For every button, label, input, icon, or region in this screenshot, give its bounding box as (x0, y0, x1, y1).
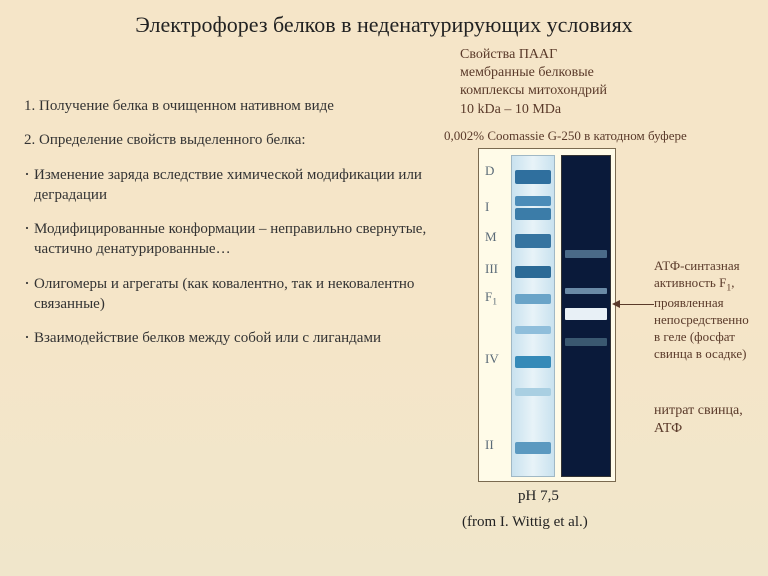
gel-band-dark (565, 250, 607, 258)
gel-band (515, 388, 551, 396)
citation: (from I. Wittig et al.) (462, 514, 588, 531)
paag-properties: Свойства ПААГ мембранные белковые компле… (460, 46, 760, 119)
atp-line-3: проявленная (654, 295, 764, 312)
gel-band-dark (565, 308, 607, 320)
band-label: IV (485, 351, 509, 367)
paag-line-3: комплексы митохондрий (460, 82, 760, 100)
ph-label: pH 7,5 (518, 488, 559, 505)
gel-band (515, 196, 551, 206)
coomassie-buffer-label: 0,002% Coomassie G-250 в катодном буфере (444, 128, 687, 144)
band-label: D (485, 163, 509, 179)
atp-line-2: активность F1, (654, 275, 764, 295)
gel-lane-blue (511, 155, 555, 477)
gel-band-dark (565, 288, 607, 294)
paag-line-4: 10 kDa – 10 MDa (460, 101, 760, 119)
atp-line-1: АТФ-синтазная (654, 258, 764, 275)
left-column: 1. Получение белка в очищенном нативном … (24, 96, 444, 362)
bullet-interaction: Взаимодействие белков между собой или с … (24, 328, 444, 348)
gel-band (515, 208, 551, 220)
band-label: II (485, 437, 509, 453)
gel-band (515, 294, 551, 304)
gel-band (515, 326, 551, 334)
atp-synthase-label: АТФ-синтазная активность F1, проявленная… (654, 258, 764, 363)
atp-line-5: в геле (фосфат (654, 329, 764, 346)
paag-line-2: мембранные белковые (460, 64, 760, 82)
band-label: M (485, 229, 509, 245)
atp-line-6: свинца в осадке) (654, 346, 764, 363)
gel-band (515, 356, 551, 368)
nitrate-line-1: нитрат свинца, (654, 402, 764, 420)
bullet-conformation: Модифицированные конформации – неправиль… (24, 219, 444, 260)
bullet-charge: Изменение заряда вследствие химической м… (24, 165, 444, 206)
gel-band-dark (565, 338, 607, 346)
paag-line-1: Свойства ПААГ (460, 46, 760, 64)
lane-band-labels: D IM III F1 IV II (485, 149, 509, 481)
nitrate-line-2: АТФ (654, 420, 764, 438)
gel-figure: D IM III F1 IV II (478, 148, 616, 482)
band-label: III (485, 261, 509, 277)
arrow-pointer (618, 304, 654, 305)
band-label: I (485, 199, 509, 215)
slide-title: Электрофорез белков в неденатурирующих у… (0, 0, 768, 38)
step-2: 2. Определение свойств выделенного белка… (24, 130, 444, 150)
bullet-oligomers: Олигомеры и агрегаты (как ковалентно, та… (24, 274, 444, 315)
nitrate-label: нитрат свинца, АТФ (654, 402, 764, 438)
gel-band (515, 170, 551, 184)
atp-line-4: непосредственно (654, 312, 764, 329)
step-1: 1. Получение белка в очищенном нативном … (24, 96, 444, 116)
band-label: F1 (485, 289, 509, 308)
gel-band (515, 234, 551, 248)
gel-lane-dark (561, 155, 611, 477)
gel-band (515, 266, 551, 278)
gel-band (515, 442, 551, 454)
